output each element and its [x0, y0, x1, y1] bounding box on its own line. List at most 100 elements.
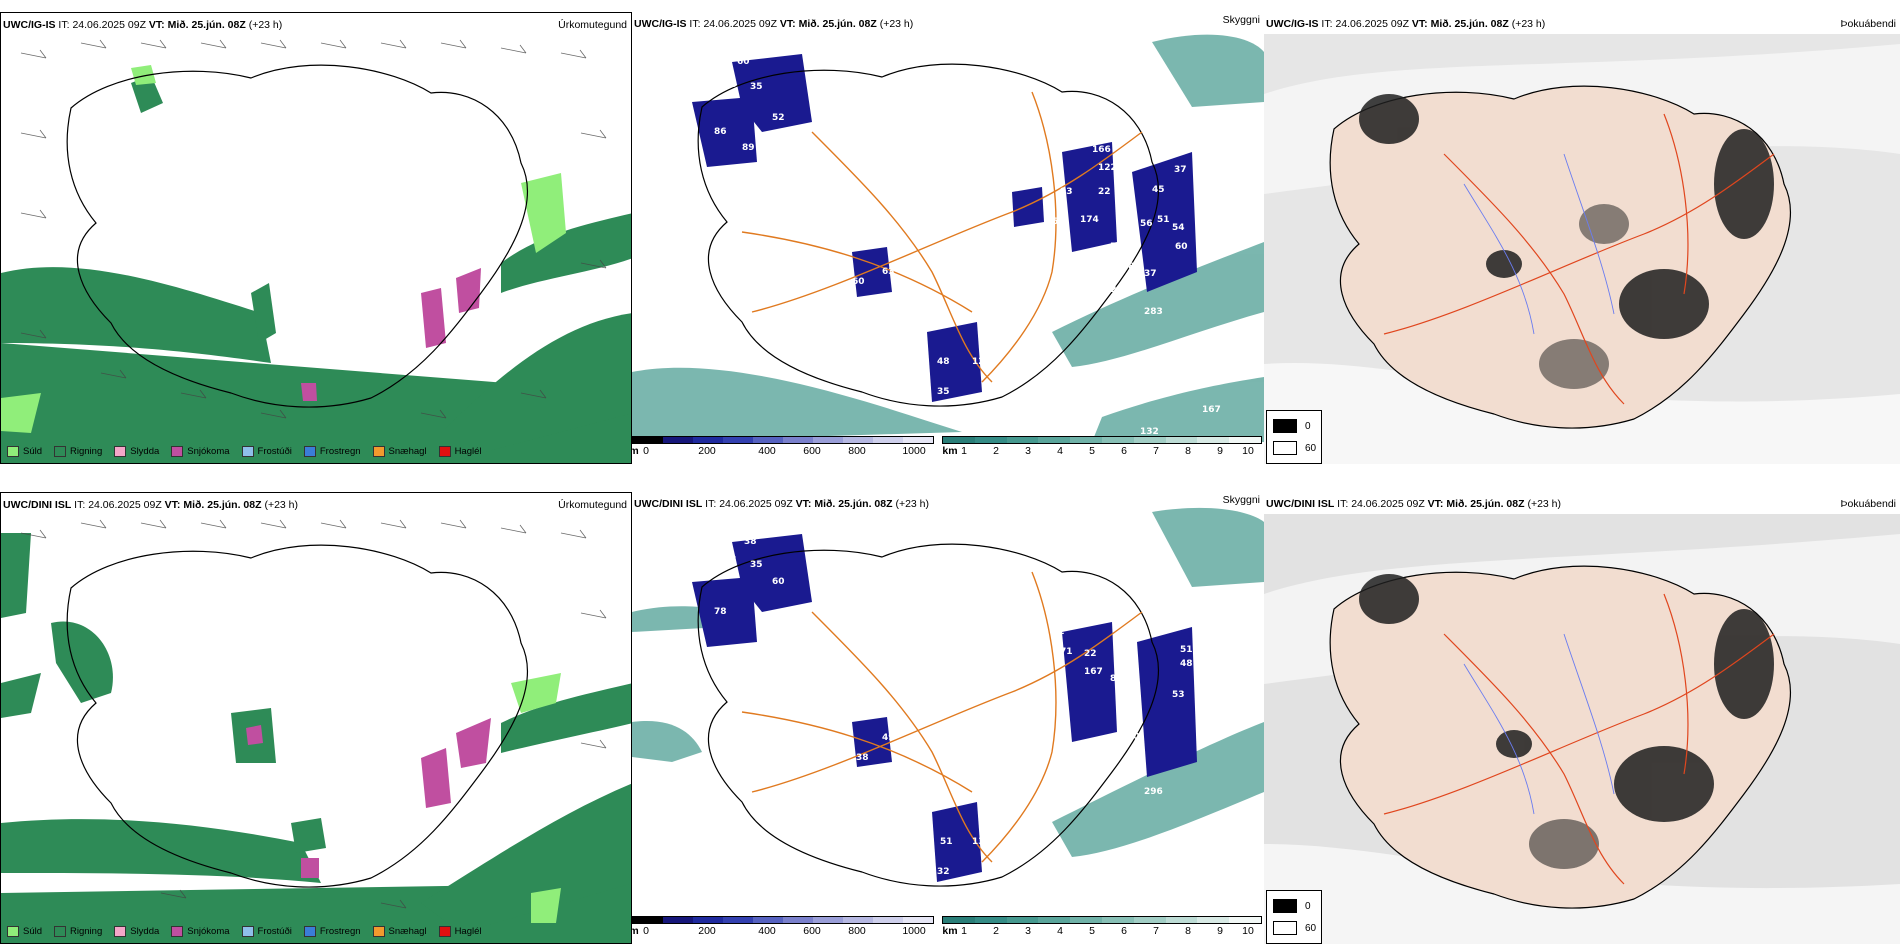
legend-swatch: [7, 926, 19, 937]
legend-item: Snjókoma: [171, 926, 230, 937]
colorbar-tick: 400: [758, 445, 776, 457]
precip-legend-top: Súld Rigning Slydda Snjókoma Frostúði Fr…: [7, 446, 482, 457]
cloud-base-label: 167: [1084, 667, 1103, 677]
legend-swatch: [438, 446, 451, 457]
colorbar-tick: 3: [1025, 925, 1031, 937]
cloud-base-label: 174: [1080, 215, 1099, 225]
colorbar-tick: 600: [803, 925, 821, 937]
cloud-base-label: 38: [856, 753, 869, 763]
legend-item: Frostregn: [303, 446, 361, 457]
colorbar-bin: [1133, 437, 1166, 443]
colorbar-bin: [1165, 437, 1198, 443]
legend-swatch: [372, 446, 385, 457]
colorbar-bin: [753, 917, 783, 923]
colorbar-tick: 3: [1025, 445, 1031, 457]
fog-scale-row: 0: [1273, 899, 1311, 913]
cloud-base-label: 86: [714, 127, 727, 137]
colorbar-tick: 200: [698, 445, 716, 457]
colorbar-bin: [873, 437, 903, 443]
cloud-map-bottom: 38 33 35 60 78 72 49 38 94 51 52 32 139 …: [632, 507, 1264, 887]
legend-item: Haglél: [438, 926, 482, 937]
colorbar-tick: 7: [1153, 925, 1159, 937]
colorbar-bin: [1197, 437, 1230, 443]
colorbar-bin: [1070, 437, 1102, 443]
cloud-base-label: 60: [772, 577, 785, 587]
colorbar-tick: 2: [993, 445, 999, 457]
colorbar-bin: [633, 437, 663, 443]
fog-header-bottom: UWC/DINI ISL IT: 24.06.2025 09Z VT: Mið.…: [1266, 498, 1562, 510]
colorbar-tick: 5: [1089, 925, 1095, 937]
cloud-base-label: 52: [914, 849, 927, 859]
cloud-base-label: 132: [1140, 427, 1159, 437]
colorbar-tick: 800: [848, 445, 866, 457]
cloud-labels-bottom: 38 33 35 60 78 72 49 38 94 51 52 32 139 …: [714, 537, 1193, 877]
cloud-base-label: 283: [1144, 307, 1163, 317]
fog-panel-bottom: UWC/DINI ISL IT: 24.06.2025 09Z VT: Mið.…: [1264, 492, 1900, 944]
cloud-base-gradient: [632, 916, 934, 924]
legend-item: Súld: [7, 926, 42, 937]
cloud-base-label: 38: [1122, 262, 1135, 272]
colorbar-bin: [873, 917, 903, 923]
cloud-base-label: 35: [750, 82, 763, 92]
colorbar-bin: [663, 917, 693, 923]
colorbar-bin: [1133, 917, 1166, 923]
colorbar-tick: 0: [643, 445, 649, 457]
colorbar-tick: 5: [1089, 445, 1095, 457]
cloud-base-label: 48: [937, 357, 950, 367]
legend-swatch: [171, 926, 184, 937]
legend-item: Frostúði: [241, 446, 292, 457]
legend-swatch: [54, 926, 67, 937]
legend-swatch: [303, 446, 316, 457]
cloud-base-label: 296: [1144, 787, 1163, 797]
visibility-colorbar-top: km 1 2 3 4 5 6 7 8 9 10: [942, 436, 1262, 457]
legend-item: Frostregn: [303, 926, 361, 937]
cloud-base-colorbar-top: m 0 200 400 600 800 1000: [632, 436, 934, 457]
cloud-base-label: 63: [882, 267, 895, 277]
colorbar-bin: [813, 437, 843, 443]
cloud-header-top: UWC/IG-IS IT: 24.06.2025 09Z VT: Mið. 25…: [634, 18, 914, 30]
legend-swatch: [241, 446, 254, 457]
colorbar-tick: 10: [1242, 925, 1254, 937]
cloud-base-label: 94: [912, 833, 925, 843]
legend-item: Haglél: [438, 446, 482, 457]
colorbar-bin: [783, 437, 813, 443]
cloud-base-label: 102: [1014, 267, 1033, 277]
colorbar-bin: [974, 917, 1007, 923]
cloud-base-gradient: [632, 436, 934, 444]
fog-swatch-min: [1273, 899, 1297, 913]
colorbar-tick: 8: [1185, 925, 1191, 937]
fog-map-bottom: [1264, 514, 1900, 944]
colorbar-bin: [633, 917, 663, 923]
colorbar-tick: 4: [1057, 445, 1063, 457]
colorbar-tick: 6: [1121, 445, 1127, 457]
precip-panel-top: UWC/IG-IS IT: 24.06.2025 09Z VT: Mið. 25…: [0, 12, 632, 464]
cloud-base-label: 123: [972, 357, 991, 367]
cloud-base-label: 38: [744, 537, 757, 547]
colorbar-bin: [723, 437, 753, 443]
legend-swatch: [54, 446, 67, 457]
cloud-labels-top: 60 48 35 52 86 89 207 96 76 63 60 93 66 …: [714, 57, 1221, 437]
cloud-base-label: 66: [907, 348, 920, 358]
cloud-base-label: 89: [742, 143, 755, 153]
cloud-base-label: 56: [1140, 219, 1153, 229]
colorbar-bin: [723, 917, 753, 923]
legend-item: Snæhagl: [372, 446, 427, 457]
colorbar-bin: [753, 437, 783, 443]
colorbar-bin: [1165, 917, 1198, 923]
cloud-base-label: 60: [737, 57, 750, 67]
cloud-base-label: 70: [1062, 307, 1075, 317]
cloud-base-label: 152: [1064, 799, 1083, 809]
legend-item: Snæhagl: [372, 926, 427, 937]
fog-map-top: [1264, 34, 1900, 464]
colorbar-tick: 7: [1153, 445, 1159, 457]
legend-swatch: [114, 446, 127, 457]
cloud-base-label: 60: [1175, 242, 1188, 252]
cloud-base-label: 76: [890, 247, 903, 257]
fog-scale-row: 60: [1273, 921, 1316, 935]
cloud-base-label: 37: [1144, 269, 1157, 279]
cloud-base-label: 92: [1062, 765, 1075, 775]
colorbar-tick: 400: [758, 925, 776, 937]
colorbar-tick: 1000: [902, 445, 926, 457]
colorbar-bin: [1229, 437, 1261, 443]
precip-map-bottom: [1, 519, 631, 943]
